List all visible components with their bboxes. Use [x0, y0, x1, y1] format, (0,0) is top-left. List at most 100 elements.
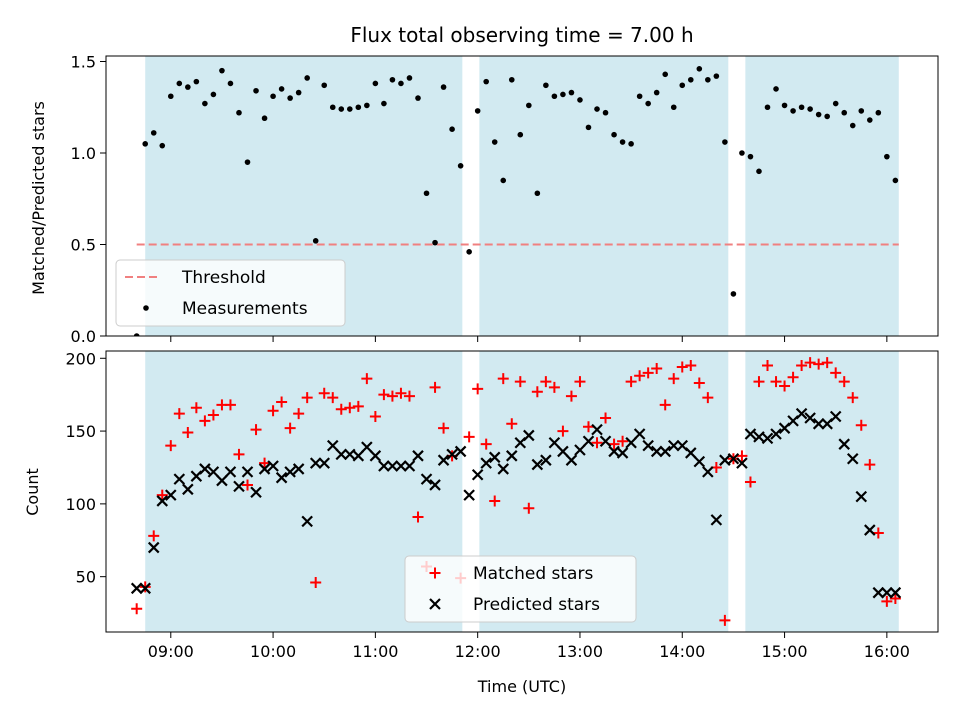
predicted-star-point	[565, 454, 578, 466]
x-tick-label: 10:00	[250, 642, 296, 661]
predicted-star-point	[625, 436, 637, 449]
matched-star-point	[327, 392, 339, 404]
measurement-point	[577, 97, 583, 103]
measurement-point	[500, 177, 507, 184]
predicted-star-point	[795, 407, 808, 420]
predicted-star-point	[855, 490, 868, 503]
measurement-point	[287, 95, 293, 101]
matched-star-point	[719, 614, 731, 626]
top-series-1	[133, 66, 899, 336]
matched-star-point	[361, 373, 373, 385]
bottom-axes-frame	[105, 350, 939, 633]
predicted-star-point	[292, 463, 305, 475]
matched-star-point	[744, 476, 756, 488]
legend-predicted-swatch	[429, 598, 441, 610]
predicted-star-point	[667, 439, 680, 452]
predicted-star-point	[173, 473, 186, 485]
matched-star-point	[634, 370, 646, 382]
predicted-star-point	[224, 466, 237, 478]
measurement-point	[730, 291, 737, 297]
measurement-point	[355, 104, 362, 111]
measurement-point	[193, 78, 200, 85]
matched-star-point	[207, 409, 219, 421]
matched-star-point	[335, 403, 347, 415]
bottom-legend: Matched stars Predicted stars	[404, 555, 637, 623]
matched-star-point	[557, 425, 569, 437]
measurement-point	[705, 76, 711, 83]
measurement-point	[202, 100, 208, 107]
measurement-point	[167, 93, 174, 100]
predicted-star-point	[889, 586, 902, 599]
measurement-point	[406, 75, 413, 81]
predicted-star-point	[599, 435, 612, 448]
matched-star-point	[310, 576, 322, 588]
matched-star-point	[386, 390, 398, 402]
measurement-point	[508, 76, 515, 83]
measurement-point	[534, 190, 541, 197]
predicted-star-point	[139, 582, 151, 595]
measurement-point	[491, 139, 498, 145]
bottom-shaded-interval-3	[745, 351, 899, 632]
matched-star-point	[693, 377, 705, 389]
measurement-point	[415, 95, 421, 101]
matched-star-point	[659, 399, 671, 411]
matched-star-point	[480, 438, 492, 450]
predicted-star-point	[881, 586, 893, 599]
matched-star-point	[344, 402, 356, 414]
legend-box	[404, 555, 637, 623]
matched-star-point	[472, 383, 484, 395]
matched-star-point	[156, 489, 168, 501]
predicted-star-point	[582, 435, 595, 448]
predicted-star-point	[369, 450, 382, 462]
matched-star-point	[855, 419, 867, 431]
matched-star-point	[506, 418, 518, 430]
predicted-star-point	[216, 474, 228, 487]
matched-star-point	[548, 381, 560, 393]
predicted-star-point	[326, 439, 339, 452]
measurement-point	[543, 82, 549, 89]
matched-star-point	[591, 437, 603, 449]
top-legend: Threshold Measurements	[115, 259, 346, 327]
measurement-point	[329, 104, 336, 111]
predicted-star-point	[182, 483, 194, 496]
measurement-point	[739, 150, 745, 156]
measurement-point	[210, 91, 217, 98]
predicted-star-point	[471, 468, 484, 481]
predicted-star-point	[429, 479, 441, 491]
predicted-star-point	[446, 448, 458, 461]
measurement-point	[312, 238, 319, 244]
legend-matched-swatch	[429, 567, 441, 579]
predicted-star-point	[685, 447, 697, 459]
matched-star-point	[813, 358, 825, 370]
predicted-star-point	[241, 466, 254, 478]
x-tick-label: 14:00	[659, 642, 705, 661]
matched-star-point	[625, 376, 637, 388]
matched-star-point	[182, 427, 194, 439]
measurement-point	[261, 115, 268, 122]
measurement-point	[832, 100, 839, 107]
measurement-point	[849, 122, 856, 129]
predicted-star-point	[403, 460, 416, 472]
bottom-series-2	[130, 407, 902, 599]
matched-star-point	[378, 389, 390, 401]
measurement-point	[423, 190, 430, 197]
predicted-star-point	[454, 445, 467, 458]
measurement-point	[483, 78, 489, 85]
measurement-point	[653, 89, 660, 96]
predicted-star-point	[199, 463, 211, 475]
predicted-star-point	[864, 524, 876, 536]
x-tick-label: 12:00	[455, 642, 501, 661]
measurement-point	[790, 108, 796, 114]
predicted-star-point	[846, 452, 859, 465]
matched-star-point	[685, 360, 697, 372]
matched-star-point	[173, 408, 185, 420]
x-tick-label: 15:00	[762, 642, 808, 661]
matched-star-point	[165, 440, 177, 452]
matched-star-point	[403, 390, 415, 402]
measurement-point	[722, 139, 728, 145]
predicted-star-point	[318, 457, 331, 469]
x-tick-label: 09:00	[148, 642, 194, 661]
top-y-tick-label: 0.0	[71, 327, 96, 346]
legend-box	[115, 259, 346, 327]
matched-star-point	[736, 450, 748, 462]
